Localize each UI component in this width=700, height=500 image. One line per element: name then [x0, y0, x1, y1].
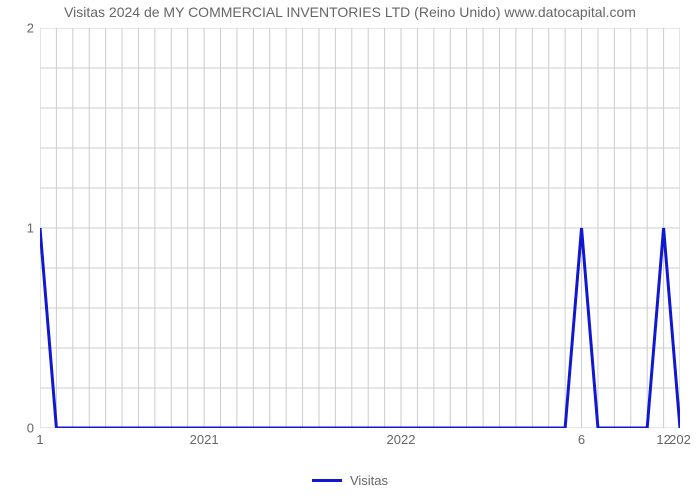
chart-title: Visitas 2024 de MY COMMERCIAL INVENTORIE… [0, 4, 700, 20]
legend: Visitas [0, 473, 700, 488]
chart-svg [40, 28, 680, 428]
y-tick-label: 2 [10, 21, 34, 36]
y-tick-label: 1 [10, 221, 34, 236]
x-tick-label: 6 [578, 432, 585, 447]
legend-label: Visitas [350, 473, 388, 488]
chart-container: Visitas 2024 de MY COMMERCIAL INVENTORIE… [0, 0, 700, 500]
plot-area [40, 28, 680, 428]
x-tick-label: 2022 [387, 432, 416, 447]
x-tick-label: 2021 [190, 432, 219, 447]
legend-swatch [312, 479, 342, 482]
y-tick-label: 0 [10, 421, 34, 436]
x-tick-label: 202 [669, 432, 691, 447]
x-tick-label: 1 [36, 432, 43, 447]
